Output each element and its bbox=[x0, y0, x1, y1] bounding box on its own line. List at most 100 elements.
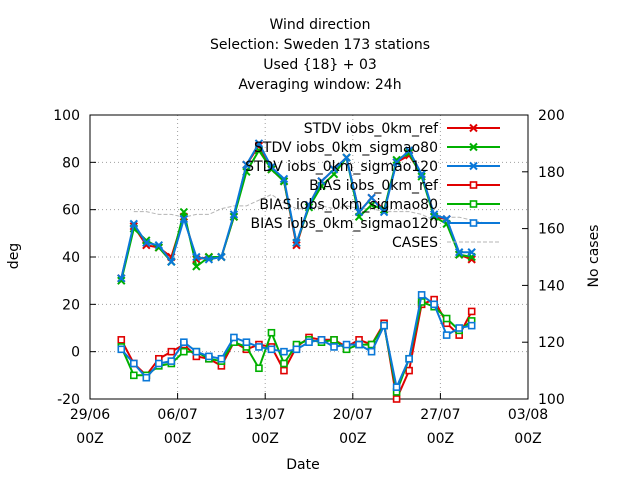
data-point bbox=[367, 200, 376, 210]
data-point bbox=[217, 252, 226, 262]
data-point bbox=[392, 155, 401, 165]
data-point bbox=[267, 345, 276, 354]
data-point bbox=[179, 207, 189, 217]
data-point bbox=[379, 207, 389, 217]
data-point bbox=[467, 321, 476, 330]
data-point bbox=[129, 219, 139, 229]
data-point bbox=[217, 354, 226, 363]
y-tick-label: 20 bbox=[62, 297, 80, 313]
data-point bbox=[417, 169, 426, 179]
series-points-bias-iobs-0km-sigmao120 bbox=[117, 291, 476, 391]
x-tick-label-time: 00Z bbox=[339, 431, 366, 447]
data-point bbox=[130, 371, 138, 380]
data-point bbox=[229, 210, 239, 219]
data-point bbox=[255, 343, 263, 351]
data-point bbox=[255, 364, 263, 373]
data-point bbox=[355, 340, 363, 349]
data-point bbox=[167, 357, 176, 365]
y-tick-label: -20 bbox=[57, 392, 80, 408]
y2-tick-label: 160 bbox=[538, 222, 565, 238]
data-point bbox=[267, 165, 276, 174]
data-point bbox=[317, 177, 326, 186]
legend-label-bias-iobs-0km-ref: BIAS iobs_0km_ref bbox=[309, 178, 439, 194]
y2-tick-label: 100 bbox=[538, 392, 565, 408]
data-point bbox=[442, 331, 451, 339]
data-point bbox=[367, 193, 376, 203]
y-tick-label: 0 bbox=[71, 345, 80, 361]
data-point bbox=[392, 395, 401, 403]
data-point bbox=[280, 347, 288, 356]
legend-label-bias-iobs-0km-sigmao120: BIAS iobs_0km_sigmao120 bbox=[250, 216, 438, 232]
legend-label-bias-iobs-0km-sigmao80: BIAS iobs_0km_sigmao80 bbox=[259, 197, 438, 213]
x-axis-label: Date bbox=[286, 457, 320, 473]
data-point bbox=[342, 153, 351, 162]
data-point bbox=[367, 347, 376, 356]
data-point bbox=[204, 255, 214, 264]
x-tick-label-time: 00Z bbox=[76, 431, 103, 447]
x-tick-label-time: 00Z bbox=[251, 431, 278, 447]
data-point bbox=[292, 238, 301, 248]
data-point bbox=[329, 165, 339, 174]
chart-title-line-4: Averaging window: 24h bbox=[238, 77, 402, 93]
legend-label-stdv-iobs-0km-sigmao120: STDV iobs_0km_sigmao120 bbox=[245, 159, 438, 175]
data-point bbox=[405, 354, 413, 363]
data-point bbox=[130, 359, 138, 368]
data-point bbox=[279, 174, 289, 184]
x-tick-label: 20/07 bbox=[333, 407, 373, 423]
data-point bbox=[267, 328, 276, 337]
data-point bbox=[442, 214, 451, 224]
data-point bbox=[230, 333, 238, 342]
x-tick-label-time: 00Z bbox=[427, 431, 454, 447]
data-point bbox=[142, 373, 151, 382]
data-point bbox=[330, 336, 338, 344]
series-points-stdv-iobs-0km-sigmao120 bbox=[117, 139, 476, 283]
data-point bbox=[192, 262, 201, 271]
data-point bbox=[317, 336, 326, 344]
data-point bbox=[267, 162, 276, 172]
data-point bbox=[405, 366, 413, 375]
data-point bbox=[192, 347, 201, 356]
data-point bbox=[392, 383, 401, 391]
legend-marker bbox=[469, 123, 478, 133]
legend-marker bbox=[469, 142, 478, 152]
data-point bbox=[442, 314, 451, 323]
x-tick-label: 27/07 bbox=[420, 407, 460, 423]
data-point bbox=[242, 338, 251, 347]
data-point bbox=[167, 347, 176, 356]
data-point bbox=[180, 338, 188, 347]
x-tick-label: 13/07 bbox=[245, 407, 285, 423]
x-tick-label-time: 00Z bbox=[514, 431, 541, 447]
data-point bbox=[117, 274, 126, 283]
axis-ticks: -20 0 20 40 60 80 100 100 120 140 160 180 200 29/06 00… bbox=[53, 108, 564, 447]
data-point bbox=[354, 207, 364, 217]
data-point bbox=[380, 321, 388, 330]
legend-marker bbox=[469, 200, 478, 208]
y2-tick-label: 120 bbox=[538, 335, 565, 351]
data-point bbox=[280, 359, 288, 368]
data-point bbox=[180, 347, 188, 356]
data-point bbox=[304, 200, 314, 210]
data-point bbox=[330, 343, 338, 351]
data-point bbox=[467, 248, 476, 257]
data-point bbox=[455, 324, 463, 332]
data-point bbox=[179, 214, 189, 224]
data-point bbox=[342, 340, 351, 349]
data-point bbox=[205, 352, 213, 361]
data-point bbox=[454, 248, 464, 257]
data-point bbox=[117, 336, 126, 344]
legend-label-cases: CASES bbox=[392, 235, 438, 251]
data-point bbox=[305, 338, 313, 347]
y2-tick-label: 200 bbox=[538, 108, 565, 124]
y2-tick-label: 180 bbox=[538, 165, 565, 181]
y-tick-label: 40 bbox=[62, 250, 80, 266]
data-point bbox=[430, 300, 438, 309]
data-point bbox=[404, 146, 414, 155]
x-tick-label: 29/06 bbox=[70, 407, 110, 423]
data-point bbox=[292, 240, 301, 250]
y2-tick-label: 140 bbox=[538, 278, 565, 294]
data-point bbox=[429, 210, 439, 219]
chart-title-line-1: Wind direction bbox=[269, 17, 371, 33]
x-tick-label: 03/08 bbox=[508, 407, 548, 423]
legend: STDV iobs_0km_ref STDV iobs_0km_sigmao80 S… bbox=[245, 121, 500, 251]
